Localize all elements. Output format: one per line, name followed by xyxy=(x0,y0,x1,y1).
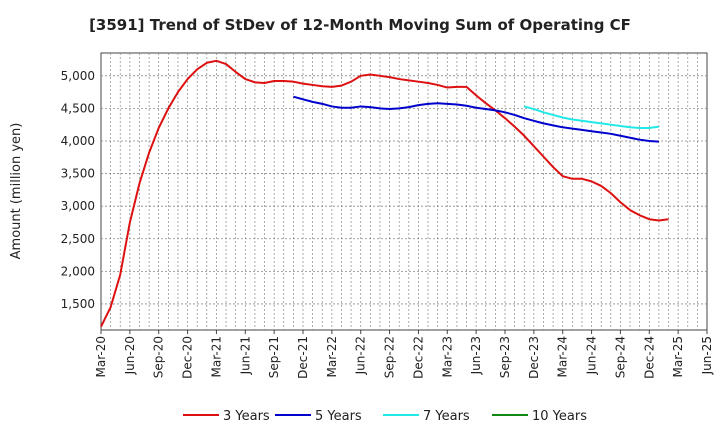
x-tick-label: Sep-20 xyxy=(152,336,166,378)
plot-area xyxy=(100,52,708,331)
chart-title: [3591] Trend of StDev of 12-Month Moving… xyxy=(89,16,631,34)
y-tick-label: 2,500 xyxy=(61,232,95,246)
series-layer xyxy=(100,59,669,328)
x-tick-label: Dec-23 xyxy=(527,336,541,379)
legend-label: 5 Years xyxy=(315,409,362,424)
legend-label: 10 Years xyxy=(532,409,587,424)
x-tick-label: Sep-21 xyxy=(267,336,281,378)
x-tick-label: Mar-23 xyxy=(440,336,454,377)
x-tick-label: Dec-20 xyxy=(181,336,195,379)
y-tick-label: 4,000 xyxy=(61,134,95,148)
x-tick-label: Sep-22 xyxy=(383,336,397,378)
series-line-7-years xyxy=(523,105,660,129)
x-tick-label: Dec-21 xyxy=(296,336,310,379)
y-tick-label: 3,000 xyxy=(61,199,95,213)
x-tick-label: Mar-25 xyxy=(671,336,685,377)
x-tick-label: Jun-20 xyxy=(123,336,137,375)
gridlines xyxy=(101,53,707,330)
x-tick-label: Jun-25 xyxy=(700,336,714,375)
y-tick-label: 2,000 xyxy=(61,264,95,278)
x-tick-label: Jun-21 xyxy=(238,336,252,375)
y-axis-ticks: 1,500 2,000 2,500 3,000 3,500 4,000 4,500 5,000 xyxy=(61,69,95,311)
x-tick-label: Sep-23 xyxy=(498,336,512,378)
y-tick-label: 3,500 xyxy=(61,167,95,181)
x-tick-label: Mar-21 xyxy=(209,336,223,377)
legend: 3 Years 5 Years 7 Years 10 Years xyxy=(183,409,587,424)
y-tick-label: 4,500 xyxy=(61,101,95,115)
x-tick-label: Jun-23 xyxy=(469,336,483,375)
series-line-5-years xyxy=(293,95,659,143)
y-axis-label: Amount (million yen) xyxy=(9,123,24,260)
x-axis-ticks: Mar-20 Jun-20 Sep-20 Dec-20 Mar-21 Jun-21 Sep-… xyxy=(94,330,714,379)
x-tick-label: Mar-20 xyxy=(94,336,108,377)
y-tick-label: 5,000 xyxy=(61,69,95,83)
x-tick-label: Mar-24 xyxy=(556,336,570,377)
y-tick-label: 1,500 xyxy=(61,297,95,311)
x-tick-label: Dec-24 xyxy=(642,336,656,379)
x-tick-label: Mar-22 xyxy=(325,336,339,377)
x-tick-label: Dec-22 xyxy=(411,336,425,379)
series-line-3-years xyxy=(100,59,669,328)
x-tick-label: Jun-24 xyxy=(585,336,599,375)
legend-label: 3 Years xyxy=(223,409,270,424)
x-tick-label: Jun-22 xyxy=(354,336,368,375)
legend-label: 7 Years xyxy=(423,409,470,424)
x-tick-label: Sep-24 xyxy=(613,336,627,378)
